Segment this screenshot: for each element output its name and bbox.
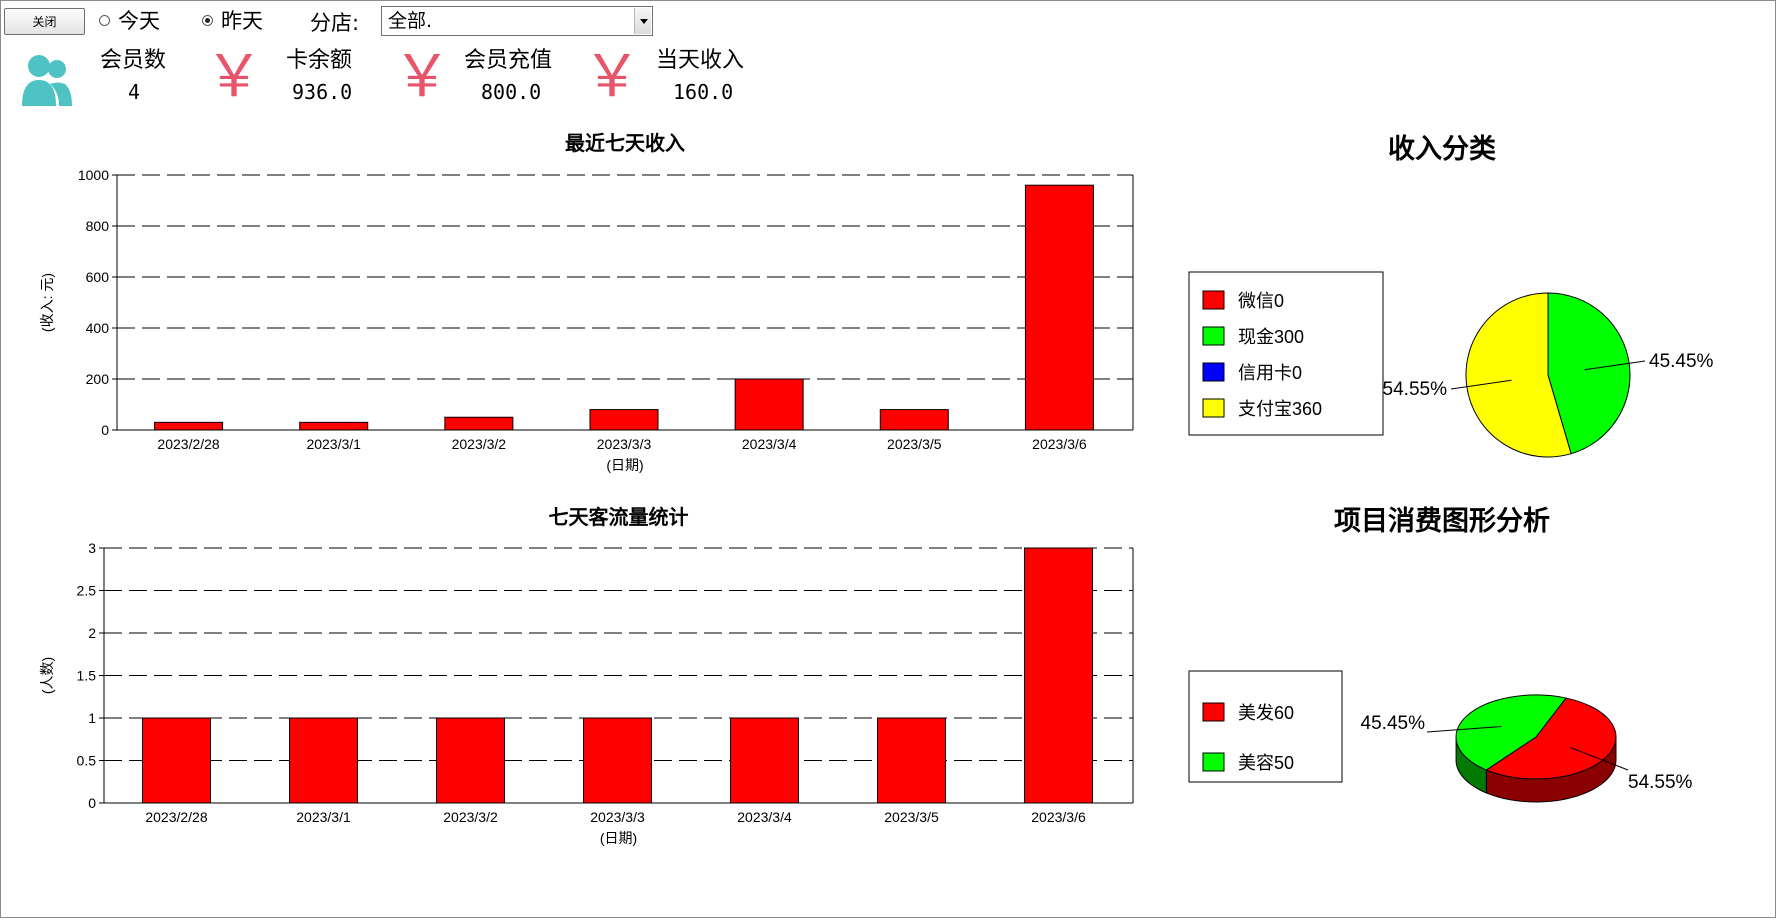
x-tick-label: 2023/3/6 bbox=[1032, 436, 1087, 452]
bar bbox=[154, 421, 224, 431]
bar bbox=[879, 409, 949, 431]
bar bbox=[734, 378, 804, 431]
bar bbox=[730, 717, 799, 804]
y-tick-label: 200 bbox=[86, 371, 110, 387]
branch-label: 分店: bbox=[310, 11, 360, 35]
x-tick-label: 2023/3/1 bbox=[296, 809, 351, 825]
chart-title: 最近七天收入 bbox=[565, 131, 685, 155]
x-tick-label: 2023/3/5 bbox=[887, 436, 942, 452]
x-tick-label: 2023/2/28 bbox=[145, 809, 207, 825]
legend-label: 支付宝360 bbox=[1238, 399, 1322, 419]
bar bbox=[142, 717, 211, 804]
legend-label: 美容50 bbox=[1238, 753, 1294, 773]
pie-percent-label: 45.45% bbox=[1649, 351, 1714, 372]
chart-title: 项目消费图形分析 bbox=[1334, 506, 1550, 537]
legend-swatch bbox=[1202, 290, 1225, 310]
y-tick-label: 1.5 bbox=[77, 668, 97, 684]
member-count-label: 会员数 bbox=[100, 48, 167, 73]
x-tick-label: 2023/3/4 bbox=[742, 436, 797, 452]
y-tick-label: 1000 bbox=[78, 167, 109, 183]
pie-percent-label: 45.45% bbox=[1361, 713, 1426, 734]
y-tick-label: 1 bbox=[88, 710, 96, 726]
member-recharge-label: 会员充值 bbox=[464, 48, 553, 73]
pie-percent-label: 54.55% bbox=[1383, 379, 1448, 400]
pie-percent-label: 54.55% bbox=[1628, 772, 1693, 793]
y-tick-label: 400 bbox=[86, 320, 110, 336]
members-icon bbox=[22, 55, 72, 106]
y-tick-label: 0.5 bbox=[77, 753, 97, 769]
bar bbox=[1024, 184, 1094, 431]
pie-leader-line bbox=[1584, 360, 1646, 371]
radio-today-indicator[interactable] bbox=[99, 14, 110, 26]
y-tick-label: 3 bbox=[88, 540, 96, 556]
member-count-value: 4 bbox=[128, 80, 141, 104]
legend-label: 现金300 bbox=[1238, 327, 1304, 347]
pie-leader-line bbox=[1450, 379, 1512, 390]
legend-label: 信用卡0 bbox=[1238, 363, 1302, 383]
yen-icon: ￥ bbox=[205, 42, 264, 110]
y-tick-label: 600 bbox=[86, 269, 110, 285]
x-tick-label: 2023/3/5 bbox=[884, 809, 939, 825]
pie-slice bbox=[1455, 694, 1567, 771]
x-tick-label: 2023/3/2 bbox=[443, 809, 498, 825]
bar bbox=[444, 416, 514, 431]
legend-swatch bbox=[1202, 326, 1225, 346]
y-axis-label: (人数) bbox=[39, 657, 55, 694]
x-tick-label: 2023/3/4 bbox=[737, 809, 792, 825]
x-tick-label: 2023/3/6 bbox=[1031, 809, 1086, 825]
radio-today-label: 今天 bbox=[118, 9, 160, 33]
y-axis-label: (收入: 元) bbox=[39, 273, 55, 332]
legend-swatch bbox=[1202, 702, 1225, 722]
y-tick-label: 800 bbox=[86, 218, 110, 234]
member-recharge-value: 800.0 bbox=[481, 80, 542, 104]
x-tick-label: 2023/3/3 bbox=[597, 436, 652, 452]
legend-swatch bbox=[1202, 362, 1225, 382]
x-axis-label: (日期) bbox=[606, 457, 643, 473]
bar bbox=[436, 717, 505, 804]
dropdown-arrow-icon[interactable] bbox=[634, 8, 651, 34]
bar bbox=[299, 421, 369, 431]
x-tick-label: 2023/3/1 bbox=[306, 436, 361, 452]
branch-select[interactable]: 全部. bbox=[381, 6, 653, 36]
bar bbox=[583, 717, 652, 804]
bar bbox=[1024, 547, 1093, 804]
radio-today[interactable]: 今天 bbox=[99, 8, 160, 33]
today-income-label: 当天收入 bbox=[656, 48, 745, 73]
chart-title: 收入分类 bbox=[1388, 134, 1496, 165]
pie-leader-line bbox=[1426, 725, 1502, 733]
y-tick-label: 0 bbox=[101, 422, 109, 438]
pie-slice bbox=[1485, 697, 1617, 780]
branch-select-value: 全部. bbox=[388, 10, 433, 32]
bar bbox=[877, 717, 946, 804]
x-axis-label: (日期) bbox=[600, 830, 637, 846]
bar bbox=[589, 409, 659, 431]
y-tick-label: 0 bbox=[88, 795, 96, 811]
x-tick-label: 2023/3/2 bbox=[452, 436, 507, 452]
y-tick-label: 2 bbox=[88, 625, 96, 641]
yen-icon: ￥ bbox=[393, 42, 452, 110]
legend-label: 微信0 bbox=[1238, 291, 1284, 311]
chart-title: 七天客流量统计 bbox=[549, 505, 689, 529]
yen-icon: ￥ bbox=[583, 42, 642, 110]
radio-yesterday-indicator[interactable] bbox=[202, 14, 213, 26]
y-tick-label: 2.5 bbox=[77, 583, 97, 599]
radio-yesterday[interactable]: 昨天 bbox=[202, 8, 263, 33]
radio-yesterday-label: 昨天 bbox=[221, 9, 263, 33]
close-button[interactable]: 关闭 bbox=[4, 8, 85, 35]
pie-leader-line bbox=[1570, 747, 1629, 771]
today-income-value: 160.0 bbox=[673, 80, 734, 104]
card-balance-label: 卡余额 bbox=[286, 48, 353, 73]
bar bbox=[289, 717, 358, 804]
x-tick-label: 2023/2/28 bbox=[157, 436, 219, 452]
legend-label: 美发60 bbox=[1238, 703, 1294, 723]
card-balance-value: 936.0 bbox=[292, 80, 353, 104]
x-tick-label: 2023/3/3 bbox=[590, 809, 645, 825]
legend-swatch bbox=[1202, 398, 1225, 418]
legend-swatch bbox=[1202, 752, 1225, 772]
